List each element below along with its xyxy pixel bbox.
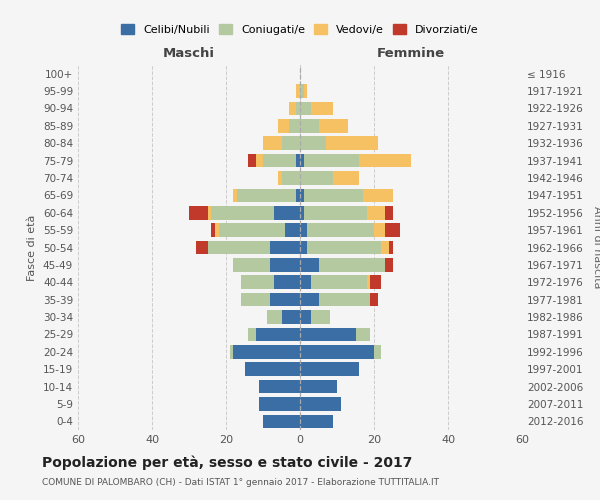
Bar [271,293,300,306]
Bar [385,258,392,272]
Bar [300,258,319,272]
Bar [300,224,307,237]
Text: Maschi: Maschi [163,47,215,60]
Bar [304,188,363,202]
Bar [196,240,208,254]
Bar [289,102,296,115]
Bar [370,276,382,289]
Bar [259,397,300,410]
Bar [385,206,392,220]
Bar [307,240,382,254]
Bar [319,119,348,132]
Bar [326,136,378,150]
Bar [241,293,271,306]
Legend: Celibi/Nubili, Coniugati/e, Vedovi/e, Divorziati/e: Celibi/Nubili, Coniugati/e, Vedovi/e, Di… [117,20,483,39]
Bar [208,206,211,220]
Bar [189,206,208,220]
Bar [296,154,300,168]
Bar [259,380,300,394]
Bar [300,380,337,394]
Bar [304,84,307,98]
Bar [300,102,311,115]
Bar [382,240,389,254]
Bar [211,224,215,237]
Bar [385,224,400,237]
Bar [300,154,304,168]
Bar [237,188,296,202]
Bar [300,206,304,220]
Bar [233,345,300,358]
Y-axis label: Anni di nascita: Anni di nascita [592,206,600,289]
Bar [278,171,281,185]
Bar [211,206,274,220]
Bar [300,345,374,358]
Text: Femmine: Femmine [377,47,445,60]
Bar [389,240,392,254]
Bar [208,240,271,254]
Bar [319,258,385,272]
Bar [245,362,300,376]
Bar [367,276,370,289]
Bar [271,240,300,254]
Bar [296,84,300,98]
Bar [300,119,319,132]
Bar [263,414,300,428]
Bar [296,102,300,115]
Bar [278,119,289,132]
Bar [307,224,374,237]
Bar [367,206,385,220]
Bar [300,84,304,98]
Bar [300,293,319,306]
Bar [281,136,300,150]
Y-axis label: Fasce di età: Fasce di età [28,214,37,280]
Bar [256,154,263,168]
Bar [300,171,334,185]
Bar [370,293,378,306]
Bar [218,224,285,237]
Bar [274,206,300,220]
Bar [300,328,355,341]
Bar [271,258,300,272]
Bar [311,310,329,324]
Bar [289,119,300,132]
Bar [319,293,370,306]
Bar [263,154,296,168]
Bar [296,188,300,202]
Bar [300,362,359,376]
Bar [263,136,281,150]
Bar [374,345,382,358]
Bar [311,276,367,289]
Bar [300,276,311,289]
Bar [304,206,367,220]
Text: COMUNE DI PALOMBARO (CH) - Dati ISTAT 1° gennaio 2017 - Elaborazione TUTTITALIA.: COMUNE DI PALOMBARO (CH) - Dati ISTAT 1°… [42,478,439,487]
Bar [230,345,233,358]
Bar [300,136,326,150]
Bar [274,276,300,289]
Bar [248,154,256,168]
Bar [233,188,237,202]
Bar [248,328,256,341]
Bar [300,188,304,202]
Bar [355,328,370,341]
Text: Popolazione per età, sesso e stato civile - 2017: Popolazione per età, sesso e stato civil… [42,456,412,470]
Bar [363,188,392,202]
Bar [241,276,274,289]
Bar [311,102,334,115]
Bar [300,397,341,410]
Bar [281,171,300,185]
Bar [304,154,359,168]
Bar [233,258,271,272]
Bar [334,171,359,185]
Bar [300,414,334,428]
Bar [300,310,311,324]
Bar [300,240,307,254]
Bar [215,224,218,237]
Bar [359,154,411,168]
Bar [285,224,300,237]
Bar [266,310,281,324]
Bar [374,224,385,237]
Bar [281,310,300,324]
Bar [256,328,300,341]
